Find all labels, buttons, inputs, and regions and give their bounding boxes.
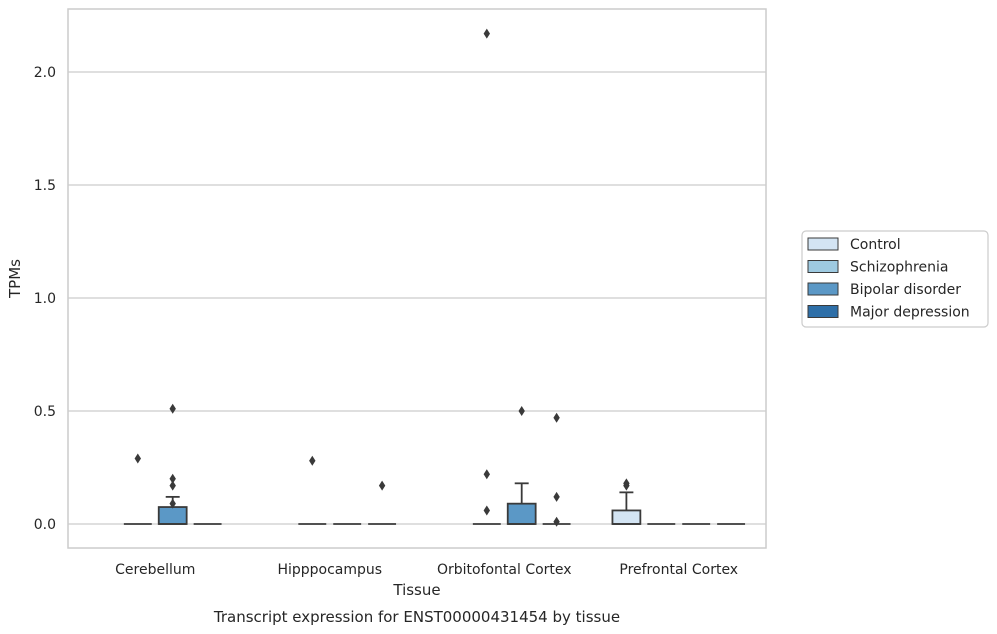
x-axis-label: Tissue — [392, 581, 440, 599]
box-body — [506, 502, 537, 525]
legend-label: Control — [850, 237, 901, 253]
legend-swatch — [807, 305, 839, 318]
outlier-point — [483, 505, 490, 516]
x-tick-label: Prefrontal Cortex — [619, 562, 738, 578]
box-marks — [123, 28, 746, 527]
box-body — [157, 506, 188, 525]
x-tick-label: Cerebellum — [115, 562, 195, 578]
y-tick-label: 1.0 — [34, 291, 56, 307]
y-axis-label: TPMs — [6, 259, 24, 299]
box-bipolar-disorder — [506, 406, 537, 525]
outlier-point — [309, 455, 316, 466]
box-schizophrenia — [472, 28, 501, 525]
box-schizophrenia — [123, 453, 152, 525]
legend-label: Major depression — [850, 305, 970, 321]
legend: Control Schizophrenia Bipolar disorder Majo… — [801, 230, 989, 328]
outlier-point — [134, 453, 141, 464]
box-control — [611, 478, 642, 525]
box-bipolar-disorder — [157, 403, 188, 525]
box-body — [611, 509, 642, 525]
y-tick-label: 1.5 — [34, 178, 56, 194]
outlier-point — [169, 473, 176, 484]
outlier-point — [378, 480, 386, 491]
legend-swatch — [807, 282, 839, 296]
outlier-point — [553, 491, 560, 502]
outlier-point — [553, 412, 560, 423]
box-major-depression — [368, 480, 397, 525]
chart-caption: Transcript expression for ENST0000043145… — [213, 608, 620, 626]
outlier-point — [169, 480, 176, 491]
x-tick-label: Orbitofontal Cortex — [437, 562, 572, 578]
y-tick-label: 2.0 — [34, 65, 56, 81]
x-axis-ticks: Cerebellum Hipppocampus Orbitofontal Corte… — [115, 562, 738, 578]
gridlines — [68, 71, 766, 525]
outlier-point — [483, 469, 490, 480]
outlier-point — [553, 516, 560, 527]
y-tick-label: 0.0 — [34, 517, 56, 533]
outlier-point — [518, 406, 525, 416]
outlier-point — [169, 498, 176, 509]
outlier-point — [623, 478, 630, 489]
legend-label: Schizophrenia — [850, 260, 948, 276]
outlier-point — [169, 403, 176, 414]
y-axis-ticks: 0.0 0.5 1.0 1.5 2.0 — [34, 65, 56, 533]
outlier-point — [483, 28, 490, 39]
legend-frame — [801, 230, 989, 328]
box-major-depression — [542, 412, 571, 527]
plot-area — [67, 8, 767, 549]
legend-label: Bipolar disorder — [850, 282, 961, 298]
y-tick-label: 0.5 — [34, 404, 56, 420]
legend-swatch — [807, 237, 839, 251]
legend-swatch — [807, 260, 839, 273]
x-tick-label: Hipppocampus — [277, 562, 382, 578]
box-schizophrenia — [298, 455, 327, 525]
